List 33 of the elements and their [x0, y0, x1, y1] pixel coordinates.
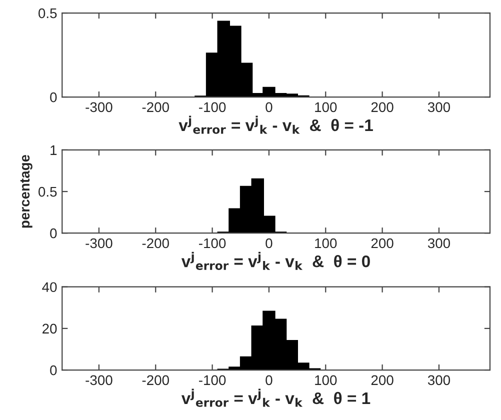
y-tick-label: 0.5	[38, 8, 57, 18]
x-tick-label: -300	[86, 102, 112, 112]
x-tick-label: 300	[428, 375, 450, 386]
x-tick-label: 200	[371, 375, 394, 386]
y-axis-title: percentage	[20, 154, 32, 228]
x-tick-label: -200	[142, 375, 169, 386]
x-tick-label: -200	[142, 102, 169, 112]
x-tick-label: 300	[428, 238, 450, 248]
x-tick-label: -100	[199, 102, 226, 112]
x-tick-label: 0	[266, 238, 272, 248]
y-tick-label: 0	[50, 228, 57, 238]
x-tick-label: 200	[371, 102, 394, 112]
y-tick-label: 1	[50, 145, 57, 155]
x-tick-label: 300	[428, 102, 450, 112]
text: v$^{j}$$_{error}$ = v$^{j}$$_{k}$ - v$_{k}$ & θ = -1	[178, 116, 373, 134]
x-tick-label: -300	[86, 238, 112, 248]
x-tick-label: -200	[142, 238, 169, 248]
text: v$^{j}$$_{error}$ = v$^{j}$$_{k}$ - v$_{k}$ & θ = 1	[181, 388, 370, 407]
y-tick-label: 0.5	[38, 186, 57, 197]
y-tick-label: 40	[42, 282, 57, 292]
x-tick-label: 100	[315, 238, 337, 248]
y-tick-label: 0	[50, 365, 57, 376]
y-tick-label: 20	[42, 324, 57, 334]
x-tick-label: 100	[315, 375, 337, 386]
x-tick-label: 0	[266, 102, 272, 112]
x-tick-label: 0	[266, 375, 272, 386]
x-tick-label: -100	[199, 375, 226, 386]
x-tick-label: -100	[199, 238, 226, 248]
text: v$^{j}$$_{error}$ = v$^{j}$$_{k}$ - v$_{k}$ & θ = 0	[181, 252, 370, 270]
x-tick-label: -300	[86, 375, 112, 386]
x-tick-label: 100	[315, 102, 337, 112]
x-tick-label: 200	[371, 238, 394, 248]
y-tick-label: 0	[50, 92, 57, 102]
